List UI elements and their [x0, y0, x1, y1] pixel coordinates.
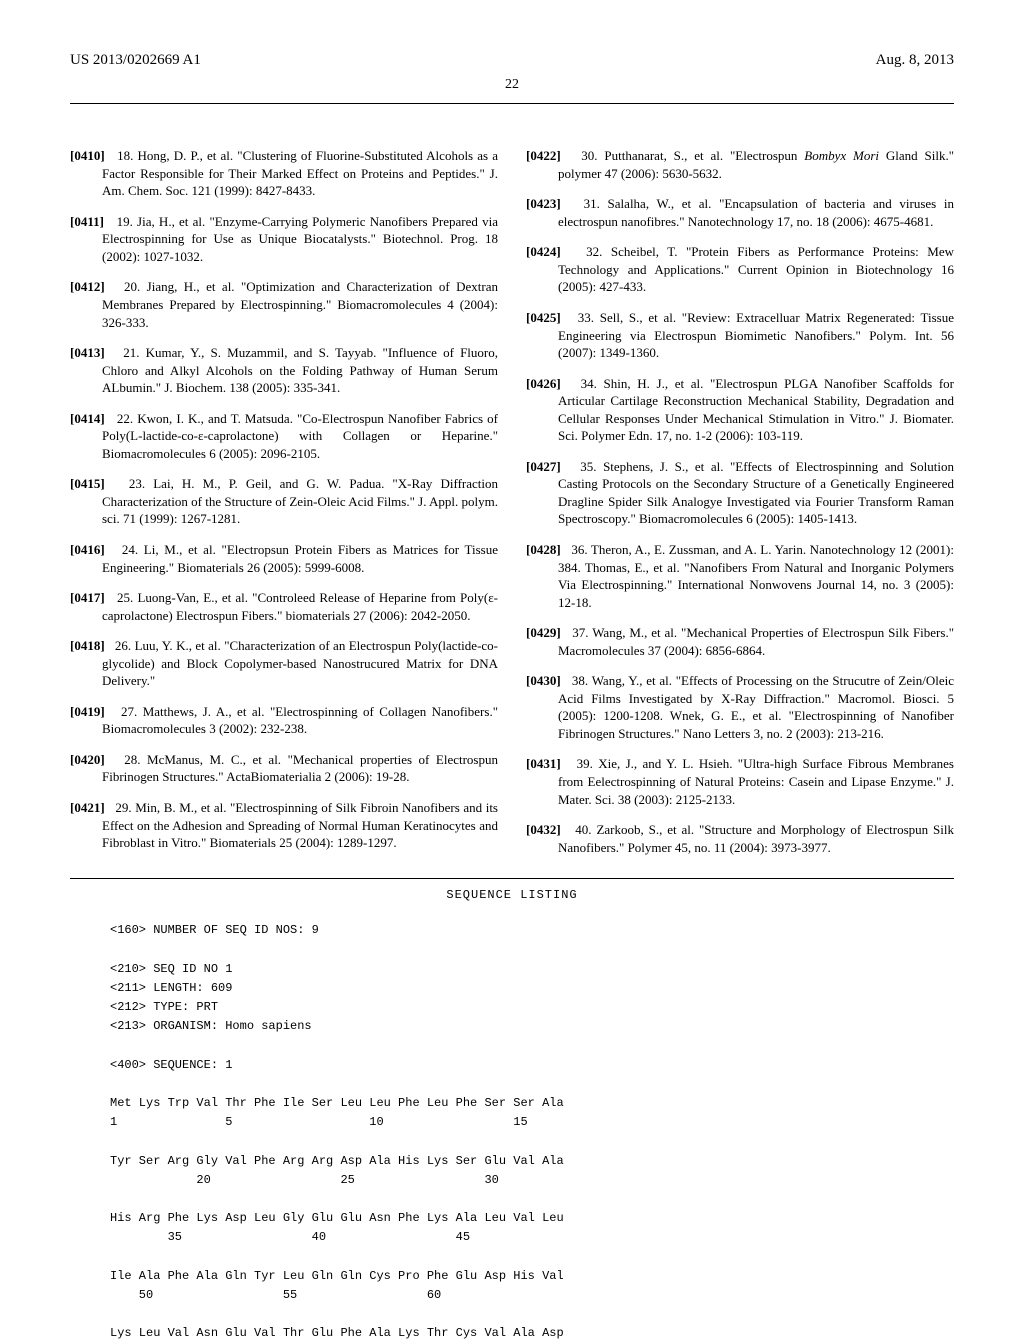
- reference-number: [0432]: [526, 822, 561, 837]
- reference-entry: [0413] 21. Kumar, Y., S. Muzammil, and S…: [70, 344, 498, 397]
- reference-number: [0418]: [70, 638, 105, 653]
- reference-number: [0416]: [70, 542, 105, 557]
- reference-number: [0419]: [70, 704, 105, 719]
- reference-number: [0427]: [526, 459, 561, 474]
- reference-number: [0428]: [526, 542, 561, 557]
- reference-number: [0421]: [70, 800, 105, 815]
- reference-entry: [0424] 32. Scheibel, T. "Protein Fibers …: [526, 243, 954, 296]
- reference-entry: [0430] 38. Wang, Y., et al. "Effects of …: [526, 672, 954, 742]
- reference-entry: [0429] 37. Wang, M., et al. "Mechanical …: [526, 624, 954, 659]
- reference-entry: [0428] 36. Theron, A., E. Zussman, and A…: [526, 541, 954, 611]
- reference-number: [0411]: [70, 214, 104, 229]
- reference-number: [0424]: [526, 244, 561, 259]
- sequence-divider-top: [70, 878, 954, 879]
- reference-entry: [0425] 33. Sell, S., et al. "Review: Ext…: [526, 309, 954, 362]
- header-divider: [70, 103, 954, 104]
- reference-number: [0429]: [526, 625, 561, 640]
- reference-entry: [0422] 30. Putthanarat, S., et al. "Elec…: [526, 147, 954, 182]
- reference-number: [0413]: [70, 345, 105, 360]
- page-number: 22: [70, 76, 954, 95]
- left-column: [0410] 18. Hong, D. P., et al. "Clusteri…: [70, 134, 498, 858]
- reference-entry: [0410] 18. Hong, D. P., et al. "Clusteri…: [70, 147, 498, 200]
- reference-entry: [0412] 20. Jiang, H., et al. "Optimizati…: [70, 278, 498, 331]
- reference-number: [0425]: [526, 310, 561, 325]
- reference-entry: [0420] 28. McManus, M. C., et al. "Mecha…: [70, 751, 498, 786]
- reference-number: [0423]: [526, 196, 561, 211]
- reference-number: [0415]: [70, 476, 105, 491]
- reference-number: [0426]: [526, 376, 561, 391]
- reference-number: [0412]: [70, 279, 105, 294]
- sequence-listing-section: SEQUENCE LISTING <160> NUMBER OF SEQ ID …: [70, 878, 954, 1343]
- reference-entry: [0423] 31. Salalha, W., et al. "Encapsul…: [526, 195, 954, 230]
- reference-number: [0431]: [526, 756, 561, 771]
- italic-term: Bombyx Mori: [804, 148, 879, 163]
- reference-entry: [0416] 24. Li, M., et al. "Electropsun P…: [70, 541, 498, 576]
- reference-entry: [0414] 22. Kwon, I. K., and T. Matsuda. …: [70, 410, 498, 463]
- reference-number: [0417]: [70, 590, 105, 605]
- reference-entry: [0421] 29. Min, B. M., et al. "Electrosp…: [70, 799, 498, 852]
- reference-entry: [0427] 35. Stephens, J. S., et al. "Effe…: [526, 458, 954, 528]
- reference-entry: [0411] 19. Jia, H., et al. "Enzyme-Carry…: [70, 213, 498, 266]
- right-column: [0422] 30. Putthanarat, S., et al. "Elec…: [526, 134, 954, 858]
- patent-number: US 2013/0202669 A1: [70, 50, 201, 70]
- reference-entry: [0417] 25. Luong-Van, E., et al. "Contro…: [70, 589, 498, 624]
- reference-number: [0420]: [70, 752, 105, 767]
- reference-entry: [0431] 39. Xie, J., and Y. L. Hsieh. "Ul…: [526, 755, 954, 808]
- reference-entry: [0419] 27. Matthews, J. A., et al. "Elec…: [70, 703, 498, 738]
- reference-columns: [0410] 18. Hong, D. P., et al. "Clusteri…: [70, 134, 954, 858]
- page-header: US 2013/0202669 A1 Aug. 8, 2013: [70, 50, 954, 70]
- reference-entry: [0415] 23. Lai, H. M., P. Geil, and G. W…: [70, 475, 498, 528]
- reference-number: [0430]: [526, 673, 561, 688]
- patent-date: Aug. 8, 2013: [876, 50, 954, 70]
- sequence-body: <160> NUMBER OF SEQ ID NOS: 9 <210> SEQ …: [70, 921, 954, 1343]
- reference-number: [0410]: [70, 148, 105, 163]
- reference-number: [0414]: [70, 411, 105, 426]
- reference-entry: [0418] 26. Luu, Y. K., et al. "Character…: [70, 637, 498, 690]
- reference-number: [0422]: [526, 148, 561, 163]
- reference-entry: [0432] 40. Zarkoob, S., et al. "Structur…: [526, 821, 954, 856]
- sequence-title: SEQUENCE LISTING: [70, 887, 954, 903]
- reference-entry: [0426] 34. Shin, H. J., et al. "Electros…: [526, 375, 954, 445]
